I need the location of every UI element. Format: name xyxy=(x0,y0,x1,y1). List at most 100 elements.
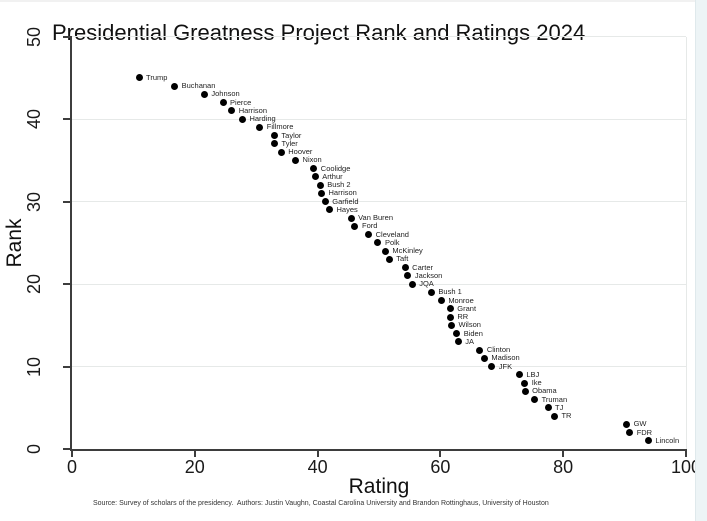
gridline xyxy=(72,366,686,367)
data-point xyxy=(256,123,264,131)
data-point xyxy=(476,346,484,354)
point-label: McKinley xyxy=(392,246,423,255)
data-point xyxy=(521,379,529,387)
data-point xyxy=(544,404,552,412)
point-label: Grant xyxy=(457,303,477,313)
point-label: Taft xyxy=(396,254,409,264)
point-label: Ford xyxy=(361,221,378,231)
window-right-edge xyxy=(695,0,707,521)
x-axis-line xyxy=(70,449,687,451)
y-tick xyxy=(63,448,70,450)
point-label: Johnson xyxy=(211,89,240,99)
x-tick xyxy=(316,451,319,457)
data-point xyxy=(531,396,539,403)
data-point xyxy=(454,338,462,346)
point-label: Obama xyxy=(532,386,557,396)
y-tick xyxy=(63,118,70,120)
data-point xyxy=(374,239,382,247)
point-label: Bush 1 xyxy=(438,287,462,297)
x-tick xyxy=(439,451,442,457)
y-tick xyxy=(63,200,70,203)
gridline xyxy=(72,118,686,120)
data-point xyxy=(644,437,652,445)
y-tick-label: 10 xyxy=(24,356,44,377)
y-tick xyxy=(63,283,70,285)
point-label: JA xyxy=(465,336,474,346)
gridline xyxy=(72,283,686,285)
y-tick-label: 0 xyxy=(24,444,44,455)
data-point xyxy=(453,330,461,337)
data-point xyxy=(171,82,179,90)
gridline xyxy=(72,201,686,202)
point-label: Pierce xyxy=(230,97,252,107)
point-label: Lincoln xyxy=(655,435,680,445)
x-tick-label: 40 xyxy=(307,457,328,477)
data-point xyxy=(480,354,488,362)
data-point xyxy=(404,272,412,280)
point-label: Cleveland xyxy=(375,229,409,239)
data-point xyxy=(488,363,496,370)
data-point xyxy=(321,198,329,205)
data-point xyxy=(310,165,318,172)
data-point xyxy=(446,313,454,321)
data-point xyxy=(135,74,143,82)
point-label: LBJ xyxy=(526,369,540,379)
data-point xyxy=(316,181,324,189)
point-label: FDR xyxy=(636,427,653,437)
point-label: Fillmore xyxy=(266,122,294,132)
point-label: Harrison xyxy=(238,105,268,115)
y-tick-label: 40 xyxy=(24,108,44,130)
point-label: Truman xyxy=(541,394,568,404)
y-axis-line xyxy=(70,35,72,451)
data-point xyxy=(447,321,455,329)
y-tick-label: 20 xyxy=(24,273,44,295)
data-point xyxy=(385,255,393,263)
data-point xyxy=(228,107,236,115)
y-tick-label: 30 xyxy=(24,191,44,212)
point-label: Nixon xyxy=(302,155,322,165)
data-point xyxy=(550,412,558,420)
point-label: JQA xyxy=(419,279,434,288)
y-tick xyxy=(63,35,70,38)
data-point xyxy=(446,305,454,313)
y-tick xyxy=(63,365,70,368)
data-point xyxy=(292,156,300,164)
point-label: Harding xyxy=(249,114,276,123)
point-label: Clinton xyxy=(486,345,511,354)
y-tick-label: 50 xyxy=(24,26,44,47)
data-point xyxy=(271,140,279,148)
data-point xyxy=(401,264,409,271)
point-label: Van Buren xyxy=(358,213,393,222)
point-label: Garfield xyxy=(332,196,359,206)
point-label: Biden xyxy=(463,328,483,338)
chart-title: Presidential Greatness Project Rank and … xyxy=(52,19,586,45)
point-label: Jackson xyxy=(414,270,443,280)
point-label: Bush 2 xyxy=(327,180,351,189)
data-point xyxy=(381,247,389,255)
data-point xyxy=(515,371,523,379)
x-tick xyxy=(562,451,565,457)
data-point xyxy=(626,429,634,436)
data-point xyxy=(311,173,319,181)
data-point xyxy=(270,132,278,139)
data-point xyxy=(365,231,373,238)
point-label: Trump xyxy=(146,72,168,82)
point-label: Arthur xyxy=(322,171,343,181)
point-label: Hoover xyxy=(288,147,313,156)
point-label: Ike xyxy=(531,378,542,387)
point-label: Polk xyxy=(384,237,400,247)
point-label: Monroe xyxy=(448,295,474,305)
data-point xyxy=(408,280,416,288)
source-note: Source: Survey of scholars of the presid… xyxy=(93,500,549,507)
data-point xyxy=(318,189,326,197)
data-point xyxy=(347,214,355,222)
x-tick xyxy=(685,451,687,457)
data-point xyxy=(277,148,285,156)
y-axis-title: Rank xyxy=(3,218,26,268)
x-tick-label: 60 xyxy=(430,457,451,477)
data-point xyxy=(326,206,333,214)
data-point xyxy=(437,297,445,304)
data-point xyxy=(238,115,246,123)
point-label: Wilson xyxy=(458,320,481,330)
